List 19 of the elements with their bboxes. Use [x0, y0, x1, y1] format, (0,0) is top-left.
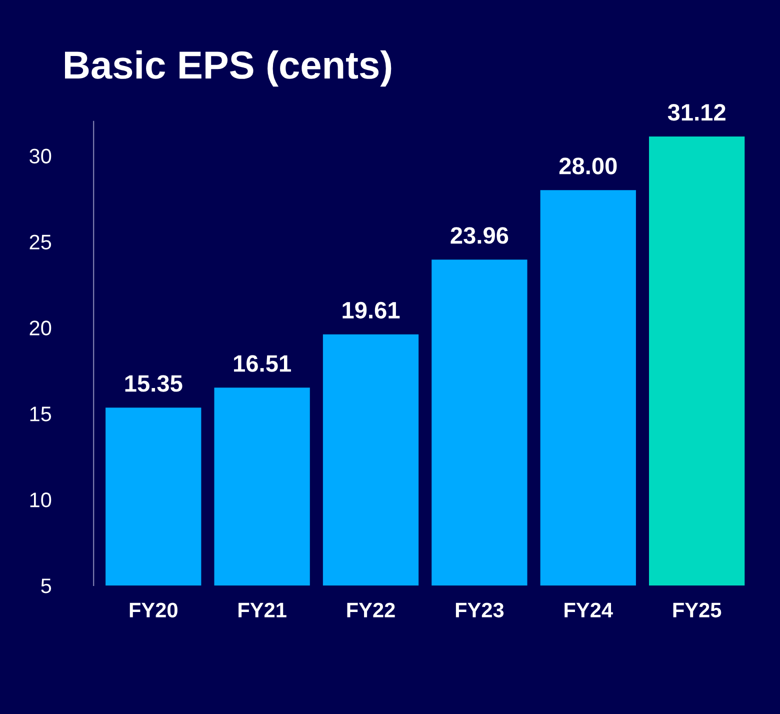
data-label: 23.96: [450, 227, 508, 244]
x-tick-label: FY20: [130, 602, 178, 618]
chart-title: Basic EPS (cents): [65, 50, 392, 87]
x-tick-label: FY21: [238, 602, 286, 618]
y-tick-label: 10: [30, 492, 52, 508]
y-tick-label: 15: [30, 406, 52, 422]
y-tick-label: 25: [30, 234, 52, 250]
y-tick-label: 5: [41, 578, 52, 594]
data-label: 15.35: [125, 375, 182, 392]
y-tick-label: 20: [30, 320, 52, 336]
x-tick-label: FY23: [456, 602, 504, 618]
data-label: 16.51: [234, 355, 291, 372]
data-label: 19.61: [342, 302, 400, 319]
data-label: 28.00: [559, 158, 617, 174]
data-label: 31.12: [668, 104, 726, 121]
x-tick-label: FY22: [347, 602, 395, 618]
x-tick-label: FY24: [564, 602, 613, 618]
y-tick-label: 30: [30, 148, 52, 164]
x-tick-label: FY25: [673, 602, 722, 618]
